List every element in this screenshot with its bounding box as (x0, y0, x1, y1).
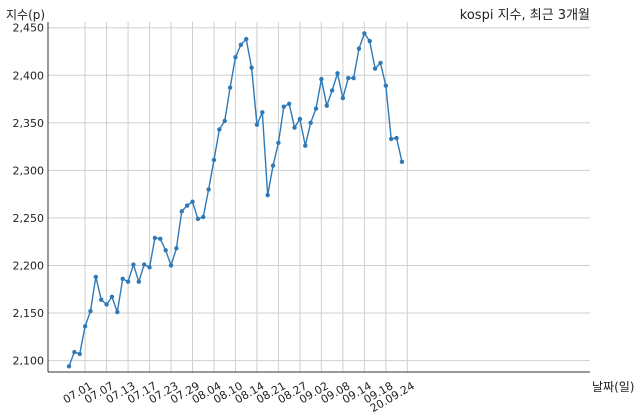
data-point (72, 349, 77, 355)
data-point (356, 46, 362, 51)
chart-title: kospi 지수, 최근 3개월 (460, 8, 590, 23)
data-point (399, 159, 405, 165)
data-point (152, 235, 158, 241)
data-point (163, 248, 168, 253)
data-point (329, 88, 335, 93)
y-tick-label: 2,450 (13, 22, 45, 35)
data-point (297, 116, 303, 122)
data-point (383, 83, 389, 88)
grid-layer (48, 22, 590, 372)
series-layer (66, 31, 405, 369)
data-point (335, 71, 340, 76)
y-tick-label: 2,150 (13, 307, 45, 320)
data-point (109, 294, 115, 300)
data-point (276, 140, 281, 145)
y-axis-title: 지수(p) (6, 8, 45, 22)
data-point (340, 95, 346, 101)
data-point (93, 274, 99, 280)
data-point (238, 42, 244, 48)
data-point (346, 75, 351, 81)
y-tick-label: 2,250 (13, 212, 45, 225)
data-point (260, 110, 265, 115)
data-point (244, 36, 249, 42)
data-point (115, 309, 120, 315)
data-point (201, 214, 206, 220)
data-point (211, 157, 217, 163)
data-point (281, 104, 286, 109)
data-point (104, 302, 109, 307)
data-point (324, 103, 329, 108)
y-tick-label: 2,350 (13, 117, 45, 130)
data-point (308, 120, 313, 126)
data-point (286, 101, 292, 106)
data-point (131, 262, 136, 267)
data-point (174, 246, 179, 251)
data-point (292, 125, 297, 130)
axes-layer (47, 22, 590, 373)
data-point (206, 187, 211, 192)
data-point (99, 297, 104, 302)
data-point (389, 136, 394, 142)
data-point (351, 75, 356, 81)
data-point (190, 199, 195, 204)
data-point (367, 38, 372, 44)
data-point (136, 279, 142, 284)
y-tick-label: 2,100 (13, 355, 45, 368)
data-point (233, 54, 238, 60)
data-point (222, 118, 227, 124)
data-point (125, 279, 131, 284)
data-point (372, 66, 378, 71)
data-point (120, 276, 125, 281)
data-point (249, 65, 254, 70)
data-point (217, 127, 222, 132)
data-point (147, 265, 152, 270)
data-point (362, 31, 367, 36)
data-point (303, 143, 308, 148)
x-axis-title: 날짜(일) (592, 380, 634, 394)
data-point (319, 76, 324, 82)
data-point (158, 236, 163, 242)
data-point (66, 364, 72, 369)
data-point (265, 192, 270, 198)
data-point (227, 85, 233, 90)
data-point (270, 163, 276, 168)
data-point (394, 135, 399, 141)
data-point (179, 209, 184, 214)
data-point (184, 203, 190, 208)
data-point (313, 106, 319, 111)
data-point (254, 122, 260, 127)
data-point (168, 263, 174, 268)
data-point (195, 216, 201, 222)
y-tick-label: 2,200 (13, 259, 45, 272)
y-tick-label: 2,300 (13, 164, 45, 177)
data-point (77, 351, 82, 357)
data-point (88, 308, 93, 314)
data-point (378, 60, 383, 66)
data-point (141, 262, 147, 267)
y-tick-label: 2,400 (13, 69, 45, 82)
data-point (82, 324, 88, 329)
